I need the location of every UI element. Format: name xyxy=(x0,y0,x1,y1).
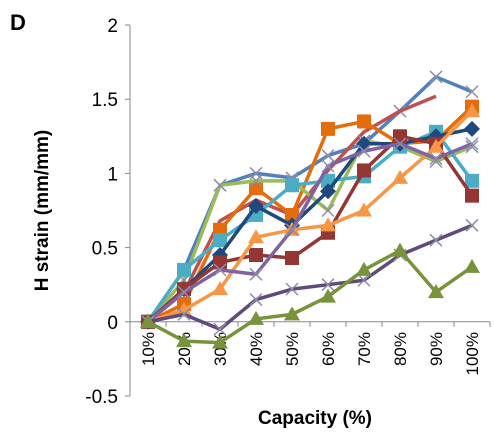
data-point-square xyxy=(357,163,371,178)
data-point-triangle xyxy=(176,333,192,348)
data-point-square xyxy=(285,178,299,193)
x-tick-label: 40% xyxy=(247,332,266,366)
series-line xyxy=(146,75,473,323)
data-point-x xyxy=(321,159,335,173)
data-point-x xyxy=(321,278,335,292)
data-point-triangle xyxy=(320,288,336,303)
data-point-x xyxy=(249,293,263,307)
data-point-square xyxy=(465,188,479,203)
series-line xyxy=(147,248,474,345)
data-point-x xyxy=(429,152,443,166)
series-line xyxy=(147,105,474,324)
data-point-x xyxy=(321,149,335,163)
data-point-x xyxy=(177,285,191,299)
data-point-triangle xyxy=(176,301,192,316)
data-point-square xyxy=(465,173,479,188)
x-tick-label: 50% xyxy=(283,332,302,366)
data-point-square xyxy=(285,207,299,222)
data-point-triangle xyxy=(212,334,228,349)
data-point-triangle xyxy=(392,242,408,257)
data-point-square xyxy=(285,250,299,265)
x-axis-title: Capacity (%) xyxy=(258,408,372,429)
data-point-x xyxy=(465,85,479,99)
data-point-triangle xyxy=(356,261,372,276)
data-point-x xyxy=(177,307,191,321)
x-tick-label: 60% xyxy=(319,332,338,366)
data-point-diamond xyxy=(248,198,264,215)
series-line xyxy=(147,223,473,331)
series-line xyxy=(146,141,473,324)
data-point-diamond xyxy=(320,183,336,200)
x-tick-label: 10% xyxy=(139,332,158,366)
data-point-square xyxy=(249,181,263,196)
data-point-x xyxy=(465,218,479,232)
data-point-square xyxy=(249,248,263,263)
data-point-triangle xyxy=(248,229,264,244)
data-point-square xyxy=(177,282,191,297)
series-line xyxy=(146,134,474,324)
data-point-triangle xyxy=(392,169,408,184)
x-tick-label: 70% xyxy=(355,332,374,366)
data-point-x xyxy=(213,263,227,277)
data-point-square xyxy=(357,114,371,129)
y-axis-title: H strain (mm/mm) xyxy=(32,130,53,292)
series-line xyxy=(147,109,474,324)
data-point-triangle xyxy=(284,306,300,321)
data-point-square xyxy=(213,233,227,248)
data-point-x xyxy=(393,137,407,151)
y-tick-label: 0 xyxy=(107,313,118,334)
data-point-x xyxy=(285,282,299,296)
data-point-x xyxy=(465,140,479,154)
data-point-x xyxy=(321,203,335,218)
data-point-x xyxy=(429,233,443,247)
data-point-triangle xyxy=(140,313,156,328)
data-point-x xyxy=(357,273,371,287)
data-point-triangle xyxy=(212,281,228,296)
data-point-triangle xyxy=(356,202,372,217)
data-point-triangle xyxy=(248,310,264,325)
panel-label: D xyxy=(10,10,26,35)
data-point-x xyxy=(465,137,479,151)
y-tick-label: 1 xyxy=(107,164,118,185)
y-tick-label: -0.5 xyxy=(85,387,118,408)
data-point-x xyxy=(249,267,263,281)
data-point-square xyxy=(213,255,227,270)
data-point-triangle xyxy=(320,217,336,232)
y-tick-label: 1.5 xyxy=(92,90,118,111)
data-point-x xyxy=(285,223,299,237)
data-point-x xyxy=(429,70,443,84)
data-point-square xyxy=(393,129,407,144)
data-point-x xyxy=(213,322,227,336)
data-point-triangle xyxy=(464,258,480,273)
data-point-triangle xyxy=(428,284,444,299)
x-tick-label: 100% xyxy=(463,332,482,375)
y-tick-label: 2 xyxy=(107,16,118,37)
data-point-triangle xyxy=(464,103,480,118)
data-point-triangle xyxy=(428,138,444,153)
x-tick-label: 90% xyxy=(427,332,446,366)
data-point-x xyxy=(357,144,371,158)
y-tick-label: 0.5 xyxy=(92,239,118,260)
data-point-x xyxy=(213,178,227,192)
x-tick-label: 80% xyxy=(391,332,410,366)
data-point-square xyxy=(321,121,335,136)
data-point-square xyxy=(177,262,191,277)
data-point-x xyxy=(249,174,263,188)
data-point-diamond xyxy=(464,120,480,137)
